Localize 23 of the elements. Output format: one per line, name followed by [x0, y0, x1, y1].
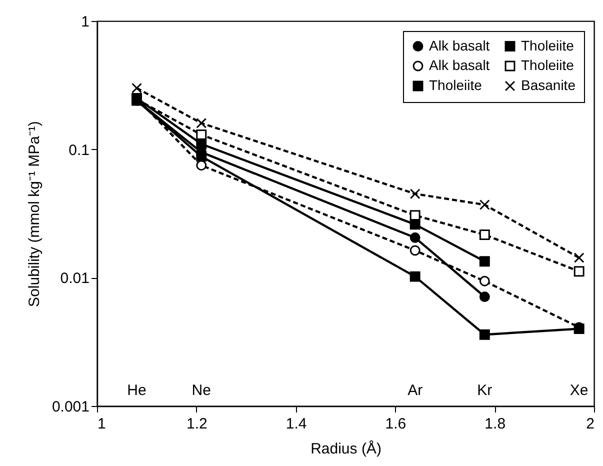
annotation: Ar [408, 382, 423, 399]
y-tick-label: 0.01 [60, 270, 90, 288]
legend-label: Alk basalt [429, 37, 490, 54]
x-tick-label: 1.2 [186, 416, 208, 432]
annotation: Xe [570, 382, 588, 399]
legend-label: Tholeiite [521, 57, 574, 73]
legend-label: Basanite [521, 77, 576, 93]
x-tick-label: 1.4 [286, 416, 307, 432]
annotation: Kr [477, 382, 492, 399]
annotation: Ne [192, 382, 211, 399]
x-axis-title: Radius (Å) [310, 440, 382, 458]
annotation: He [127, 382, 146, 399]
y-tick-label: 1 [81, 14, 90, 30]
legend-label: Tholeiite [521, 37, 574, 54]
legend-label: Tholeiite [429, 77, 482, 93]
x-tick-label: 1.8 [484, 416, 506, 432]
y-axis-title: Solubility (mmol kg⁻¹ MPa⁻¹) [26, 121, 43, 307]
y-tick-label: 0.001 [52, 398, 90, 416]
x-tick-label: 1 [98, 416, 106, 432]
legend-label: Alk basalt [429, 57, 490, 73]
y-tick-label: 0.1 [68, 142, 90, 159]
x-tick-label: 1.6 [385, 416, 406, 432]
x-tick-label: 2 [586, 416, 594, 432]
